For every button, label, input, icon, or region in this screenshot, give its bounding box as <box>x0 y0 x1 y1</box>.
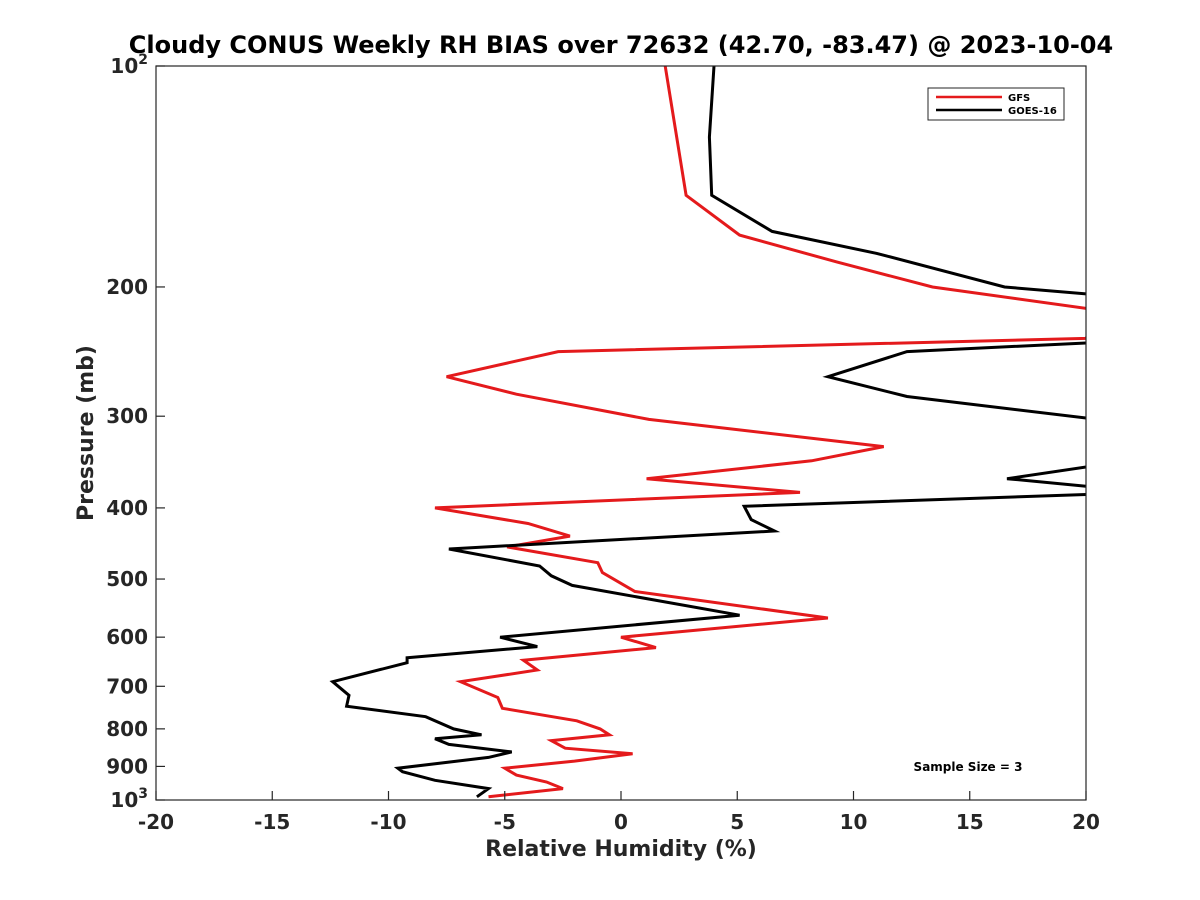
y-tick-label: 800 <box>106 717 148 741</box>
series-line-goes16 <box>329 66 1086 799</box>
x-tick-label: 5 <box>730 810 744 834</box>
legend: GFS GOES-16 <box>927 87 1065 121</box>
x-tick-label: 15 <box>956 810 984 834</box>
legend-label-gfs: GFS <box>1008 93 1030 104</box>
legend-label-goes16: GOES-16 <box>1008 106 1057 117</box>
x-tick-label: 20 <box>1072 810 1100 834</box>
y-tick-label: 500 <box>106 567 148 591</box>
series-line-gfs <box>434 66 1086 799</box>
x-tick-label: 0 <box>614 810 628 834</box>
x-tick-label: -15 <box>254 810 290 834</box>
series-layer <box>329 66 1086 799</box>
x-axis: -20 -15 -10 -5 0 5 10 15 20 <box>138 791 1100 834</box>
y-tick-label: 400 <box>106 496 148 520</box>
x-tick-label: -20 <box>138 810 174 834</box>
x-tick-label: -10 <box>370 810 406 834</box>
y-tick-label: 200 <box>106 275 148 299</box>
sample-size-annotation: Sample Size = 3 <box>914 760 1023 774</box>
y-tick-label: 103 <box>110 786 148 812</box>
y-axis: 102 200 300 400 500 600 700 800 900 103 <box>106 52 165 812</box>
chart-title: Cloudy CONUS Weekly RH BIAS over 72632 (… <box>129 31 1113 59</box>
y-tick-label: 700 <box>106 674 148 698</box>
x-tick-label: 10 <box>840 810 868 834</box>
legend-box <box>927 87 1065 121</box>
y-axis-label: Pressure (mb) <box>74 345 99 521</box>
y-tick-label: 600 <box>106 625 148 649</box>
y-tick-label: 300 <box>106 404 148 428</box>
y-tick-label: 102 <box>110 52 148 78</box>
y-tick-label: 900 <box>106 754 148 778</box>
x-tick-label: -5 <box>494 810 516 834</box>
x-axis-label: Relative Humidity (%) <box>485 837 757 862</box>
